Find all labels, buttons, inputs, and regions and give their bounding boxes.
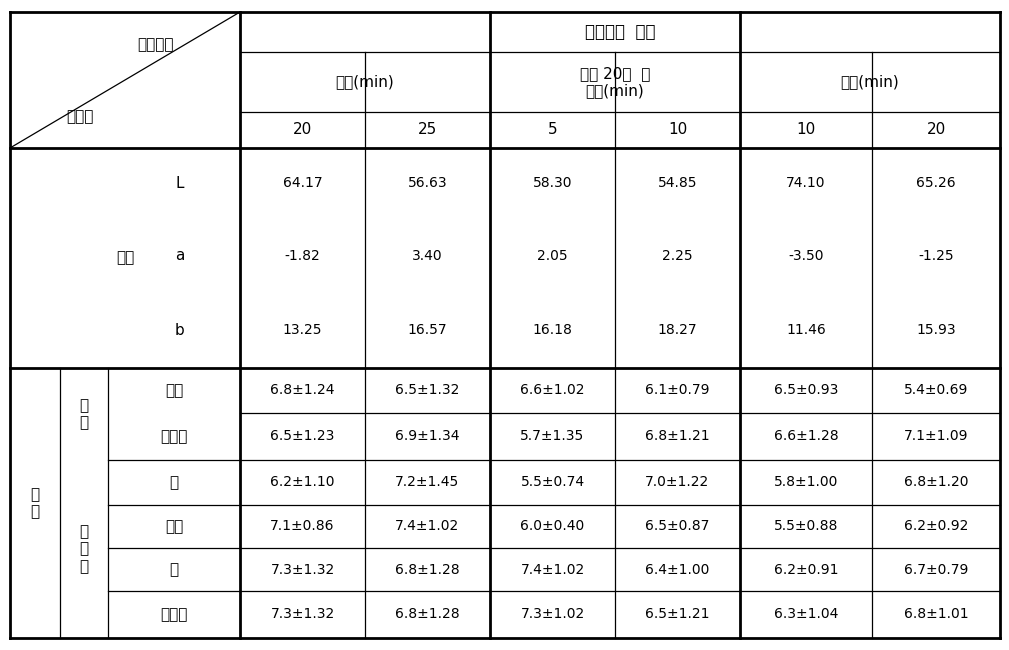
Text: 25: 25 [418, 122, 437, 138]
Text: 6.8±1.20: 6.8±1.20 [904, 476, 969, 489]
Text: 20: 20 [926, 122, 945, 138]
Text: a: a [176, 248, 185, 263]
Text: 16.57: 16.57 [408, 324, 447, 337]
Text: 5: 5 [548, 122, 557, 138]
Text: 오븐(min): 오븐(min) [336, 75, 395, 90]
Text: 5.5±0.74: 5.5±0.74 [521, 476, 584, 489]
Text: 수분: 수분 [164, 383, 183, 398]
Text: 맛: 맛 [170, 562, 179, 577]
Text: 6.8±1.21: 6.8±1.21 [645, 430, 709, 443]
Text: 10: 10 [668, 122, 687, 138]
Text: 20: 20 [293, 122, 312, 138]
Text: 관
능: 관 능 [30, 487, 39, 519]
Text: 6.5±1.32: 6.5±1.32 [396, 384, 460, 398]
Text: 6.1±0.79: 6.1±0.79 [645, 384, 709, 398]
Text: 65.26: 65.26 [916, 176, 956, 190]
Text: 6.0±0.40: 6.0±0.40 [521, 519, 584, 534]
Text: -3.50: -3.50 [788, 248, 823, 263]
Text: 6.2±0.92: 6.2±0.92 [904, 519, 969, 534]
Text: 58.30: 58.30 [533, 176, 572, 190]
Text: b: b [176, 323, 185, 338]
Text: 15.93: 15.93 [916, 324, 956, 337]
Text: 5.4±0.69: 5.4±0.69 [904, 384, 969, 398]
Text: 6.2±1.10: 6.2±1.10 [270, 476, 335, 489]
Text: 7.2±1.45: 7.2±1.45 [396, 476, 460, 489]
Text: L: L [176, 176, 185, 190]
Text: 7.3±1.32: 7.3±1.32 [270, 562, 335, 577]
Text: 16.18: 16.18 [533, 324, 572, 337]
Text: 6.8±1.28: 6.8±1.28 [396, 562, 460, 577]
Text: 10: 10 [796, 122, 815, 138]
Text: 5.8±1.00: 5.8±1.00 [774, 476, 838, 489]
Text: 6.5±1.21: 6.5±1.21 [645, 608, 709, 621]
Text: 6.6±1.28: 6.6±1.28 [774, 430, 838, 443]
Text: 11.46: 11.46 [786, 324, 826, 337]
Text: 6.8±1.01: 6.8±1.01 [904, 608, 969, 621]
Text: 18.27: 18.27 [658, 324, 697, 337]
Text: 색도: 색도 [116, 250, 134, 265]
Text: 강
도: 강 도 [80, 398, 89, 430]
Text: 6.5±0.93: 6.5±0.93 [774, 384, 838, 398]
Text: 6.8±1.28: 6.8±1.28 [396, 608, 460, 621]
Text: 오븐 20분  후
그릴(min): 오븐 20분 후 그릴(min) [580, 66, 650, 98]
Text: 7.0±1.22: 7.0±1.22 [646, 476, 709, 489]
Text: 74.10: 74.10 [786, 176, 825, 190]
Text: -1.25: -1.25 [918, 248, 954, 263]
Text: 6.3±1.04: 6.3±1.04 [774, 608, 838, 621]
Text: 평가항목: 평가항목 [137, 37, 174, 52]
Text: 7.4±1.02: 7.4±1.02 [396, 519, 460, 534]
Text: 종합적: 종합적 [160, 607, 188, 622]
Text: 처리구: 처리구 [67, 109, 94, 124]
Text: 향: 향 [170, 475, 179, 490]
Text: 6.5±1.23: 6.5±1.23 [270, 430, 335, 443]
Text: 2.05: 2.05 [537, 248, 568, 263]
Text: 그릴(min): 그릴(min) [840, 75, 899, 90]
Text: -1.82: -1.82 [285, 248, 321, 263]
Text: 6.6±1.02: 6.6±1.02 [521, 384, 585, 398]
Text: 6.5±0.87: 6.5±0.87 [646, 519, 709, 534]
Text: 56.63: 56.63 [408, 176, 447, 190]
Text: 13.25: 13.25 [283, 324, 322, 337]
Text: 6.9±1.34: 6.9±1.34 [396, 430, 460, 443]
Text: 5.7±1.35: 5.7±1.35 [521, 430, 584, 443]
Text: 7.1±1.09: 7.1±1.09 [904, 430, 969, 443]
Text: 6.7±0.79: 6.7±0.79 [904, 562, 969, 577]
Text: 7.3±1.02: 7.3±1.02 [521, 608, 584, 621]
Text: 54.85: 54.85 [658, 176, 697, 190]
Text: 3.40: 3.40 [413, 248, 443, 263]
Text: 64.17: 64.17 [283, 176, 322, 190]
Text: 7.1±0.86: 7.1±0.86 [270, 519, 335, 534]
Text: 7.3±1.32: 7.3±1.32 [270, 608, 335, 621]
Text: 2.25: 2.25 [662, 248, 693, 263]
Text: 7.4±1.02: 7.4±1.02 [521, 562, 584, 577]
Text: 색깔: 색깔 [164, 519, 183, 534]
Text: 바삭함: 바삭함 [160, 429, 188, 444]
Text: 6.4±1.00: 6.4±1.00 [646, 562, 709, 577]
Text: 6.2±0.91: 6.2±0.91 [774, 562, 838, 577]
Text: 기
호
도: 기 호 도 [80, 524, 89, 574]
Text: 6.8±1.24: 6.8±1.24 [270, 384, 335, 398]
Text: 레토르트  살균: 레토르트 살균 [585, 23, 655, 41]
Text: 5.5±0.88: 5.5±0.88 [774, 519, 838, 534]
